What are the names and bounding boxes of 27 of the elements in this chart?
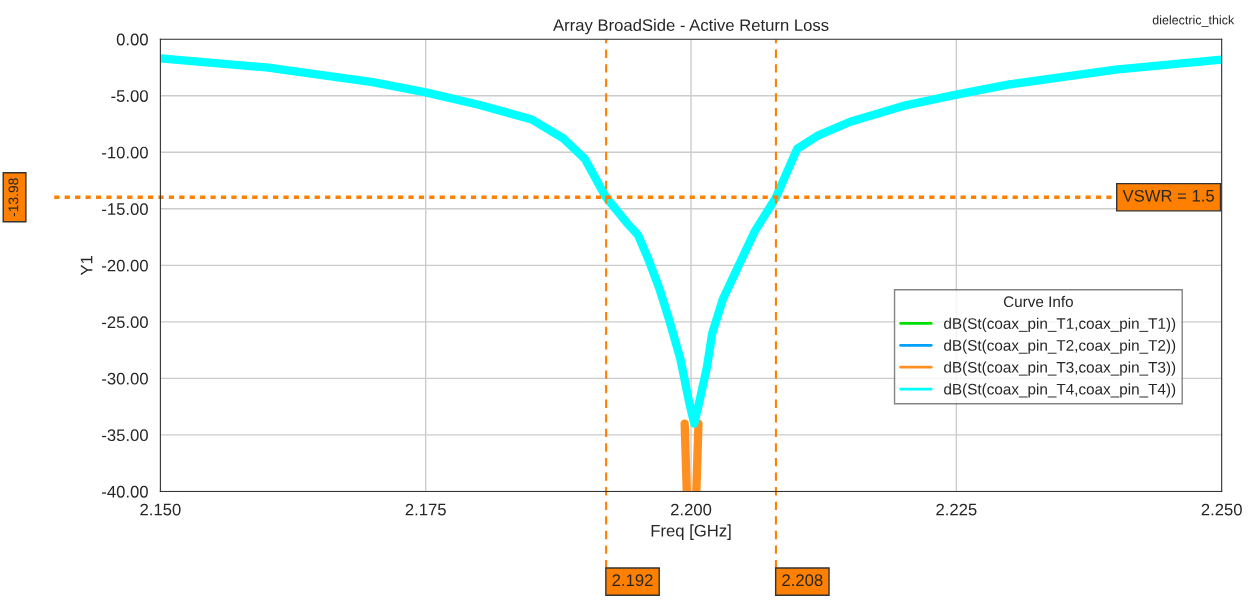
legend-label: dB(St(coax_pin_T1,coax_pin_T1)) — [944, 317, 1176, 332]
x-tick-label: 2.200 — [671, 503, 712, 516]
y-tick-label: -15.00 — [102, 203, 148, 215]
ref-line-label: -13.98 — [8, 178, 19, 217]
legend-label: dB(St(coax_pin_T3,coax_pin_T3)) — [944, 361, 1176, 376]
x-tick-label: 2.150 — [140, 503, 181, 516]
ref-line-label: 2.192 — [612, 574, 653, 587]
text: dielectric_thick — [1152, 15, 1235, 27]
x-tick-label: 2.175 — [405, 503, 446, 516]
chart-title: Array BroadSide - Active Return Loss — [553, 18, 829, 35]
y-tick-label: -35.00 — [102, 429, 148, 442]
legend-label: dB(St(coax_pin_T4,coax_pin_T4)) — [944, 383, 1176, 398]
annotation: VSWR = 1.5 — [1122, 189, 1214, 202]
legend-title: Curve Info — [1003, 295, 1073, 308]
y-tick-label: -40.00 — [102, 485, 148, 498]
y-tick-label: -10.00 — [102, 146, 148, 159]
y-tick-label: -30.00 — [102, 372, 148, 385]
ref-line-label: 2.208 — [782, 574, 823, 587]
x-axis-title: Freq [GHz] — [651, 524, 731, 540]
y-axis-title: Y1 — [80, 255, 93, 276]
legend-label: dB(St(coax_pin_T2,coax_pin_T2)) — [944, 339, 1176, 354]
y-tick-label: -25.00 — [102, 316, 148, 329]
y-tick-label: -20.00 — [102, 259, 148, 272]
x-tick-label: 2.250 — [1201, 503, 1242, 516]
x-tick-label: 2.225 — [936, 503, 977, 516]
y-tick-label: 0.00 — [116, 33, 148, 46]
y-tick-label: -5.00 — [111, 90, 148, 102]
